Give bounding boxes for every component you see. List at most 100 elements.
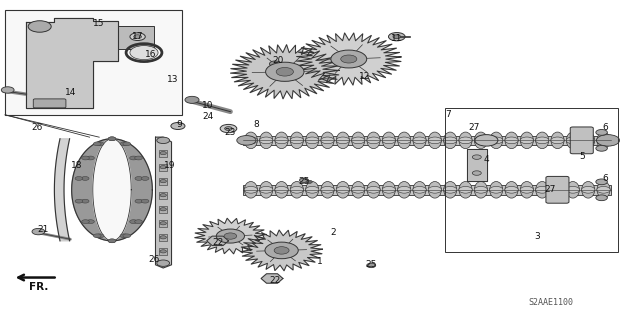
Circle shape — [224, 233, 237, 239]
Circle shape — [475, 135, 498, 146]
Circle shape — [428, 137, 442, 144]
Text: 5: 5 — [580, 152, 585, 161]
Text: 25: 25 — [365, 260, 377, 269]
Bar — [159, 192, 167, 199]
Ellipse shape — [367, 182, 380, 198]
Ellipse shape — [490, 132, 502, 149]
Ellipse shape — [474, 132, 488, 149]
Circle shape — [490, 186, 503, 193]
Bar — [243, 136, 611, 145]
Circle shape — [474, 137, 488, 144]
Text: S2AAE1100: S2AAE1100 — [528, 298, 573, 307]
Ellipse shape — [306, 182, 319, 198]
Circle shape — [123, 234, 131, 238]
Circle shape — [259, 186, 273, 193]
Circle shape — [157, 260, 170, 266]
Circle shape — [397, 137, 411, 144]
Circle shape — [134, 220, 142, 224]
Circle shape — [290, 137, 303, 144]
Circle shape — [160, 236, 166, 239]
Text: 3: 3 — [535, 232, 540, 241]
Ellipse shape — [459, 182, 472, 198]
Circle shape — [596, 130, 607, 135]
Circle shape — [265, 242, 298, 259]
Circle shape — [520, 137, 534, 144]
Circle shape — [596, 195, 607, 201]
Ellipse shape — [566, 132, 579, 149]
Ellipse shape — [597, 182, 610, 198]
Text: 22: 22 — [212, 238, 223, 247]
Text: 1: 1 — [317, 257, 323, 266]
Circle shape — [340, 55, 357, 63]
Circle shape — [459, 137, 472, 144]
Ellipse shape — [275, 182, 288, 198]
Ellipse shape — [551, 132, 564, 149]
Text: 11: 11 — [391, 34, 403, 43]
Circle shape — [130, 46, 158, 60]
Bar — [159, 220, 167, 227]
Circle shape — [130, 220, 138, 224]
Circle shape — [472, 171, 481, 175]
Ellipse shape — [337, 182, 349, 198]
Text: 26: 26 — [31, 123, 43, 132]
Circle shape — [269, 61, 281, 67]
Circle shape — [596, 145, 607, 151]
Circle shape — [75, 176, 83, 180]
Text: 7: 7 — [445, 110, 451, 119]
Circle shape — [86, 156, 94, 160]
Bar — [159, 178, 167, 185]
Circle shape — [274, 247, 289, 254]
Ellipse shape — [444, 182, 457, 198]
Circle shape — [331, 50, 367, 68]
Bar — [445, 108, 618, 252]
Text: 27: 27 — [545, 185, 556, 194]
Circle shape — [582, 186, 595, 193]
Circle shape — [397, 186, 411, 193]
Circle shape — [244, 137, 257, 144]
Ellipse shape — [551, 182, 564, 198]
Circle shape — [382, 186, 396, 193]
Ellipse shape — [352, 182, 365, 198]
Text: 20: 20 — [273, 56, 284, 65]
Circle shape — [266, 62, 304, 81]
Ellipse shape — [428, 132, 442, 149]
Circle shape — [120, 234, 128, 238]
Circle shape — [413, 186, 426, 193]
Circle shape — [351, 186, 365, 193]
Ellipse shape — [244, 182, 257, 198]
FancyBboxPatch shape — [33, 99, 66, 108]
Ellipse shape — [536, 182, 548, 198]
Circle shape — [171, 122, 185, 130]
Circle shape — [130, 33, 145, 41]
Circle shape — [108, 137, 116, 141]
Circle shape — [220, 124, 237, 133]
Circle shape — [81, 199, 89, 203]
Circle shape — [336, 186, 349, 193]
Polygon shape — [241, 230, 323, 271]
Circle shape — [596, 135, 620, 146]
Circle shape — [160, 194, 166, 197]
Text: 24: 24 — [202, 112, 214, 121]
Circle shape — [305, 186, 319, 193]
Circle shape — [597, 186, 611, 193]
Ellipse shape — [582, 182, 595, 198]
Circle shape — [505, 137, 518, 144]
Circle shape — [160, 180, 166, 183]
Polygon shape — [296, 33, 401, 85]
Polygon shape — [261, 274, 283, 283]
Circle shape — [135, 176, 143, 180]
Ellipse shape — [291, 132, 303, 149]
Bar — [5, 10, 182, 115]
Circle shape — [474, 186, 488, 193]
Text: 15: 15 — [93, 19, 105, 28]
Text: 27: 27 — [468, 123, 479, 132]
Polygon shape — [156, 137, 172, 268]
Circle shape — [93, 142, 101, 146]
Text: 10: 10 — [202, 101, 214, 110]
FancyBboxPatch shape — [546, 176, 569, 203]
Circle shape — [305, 137, 319, 144]
Ellipse shape — [352, 132, 365, 149]
Circle shape — [75, 199, 83, 203]
Ellipse shape — [428, 182, 442, 198]
Polygon shape — [26, 18, 118, 108]
